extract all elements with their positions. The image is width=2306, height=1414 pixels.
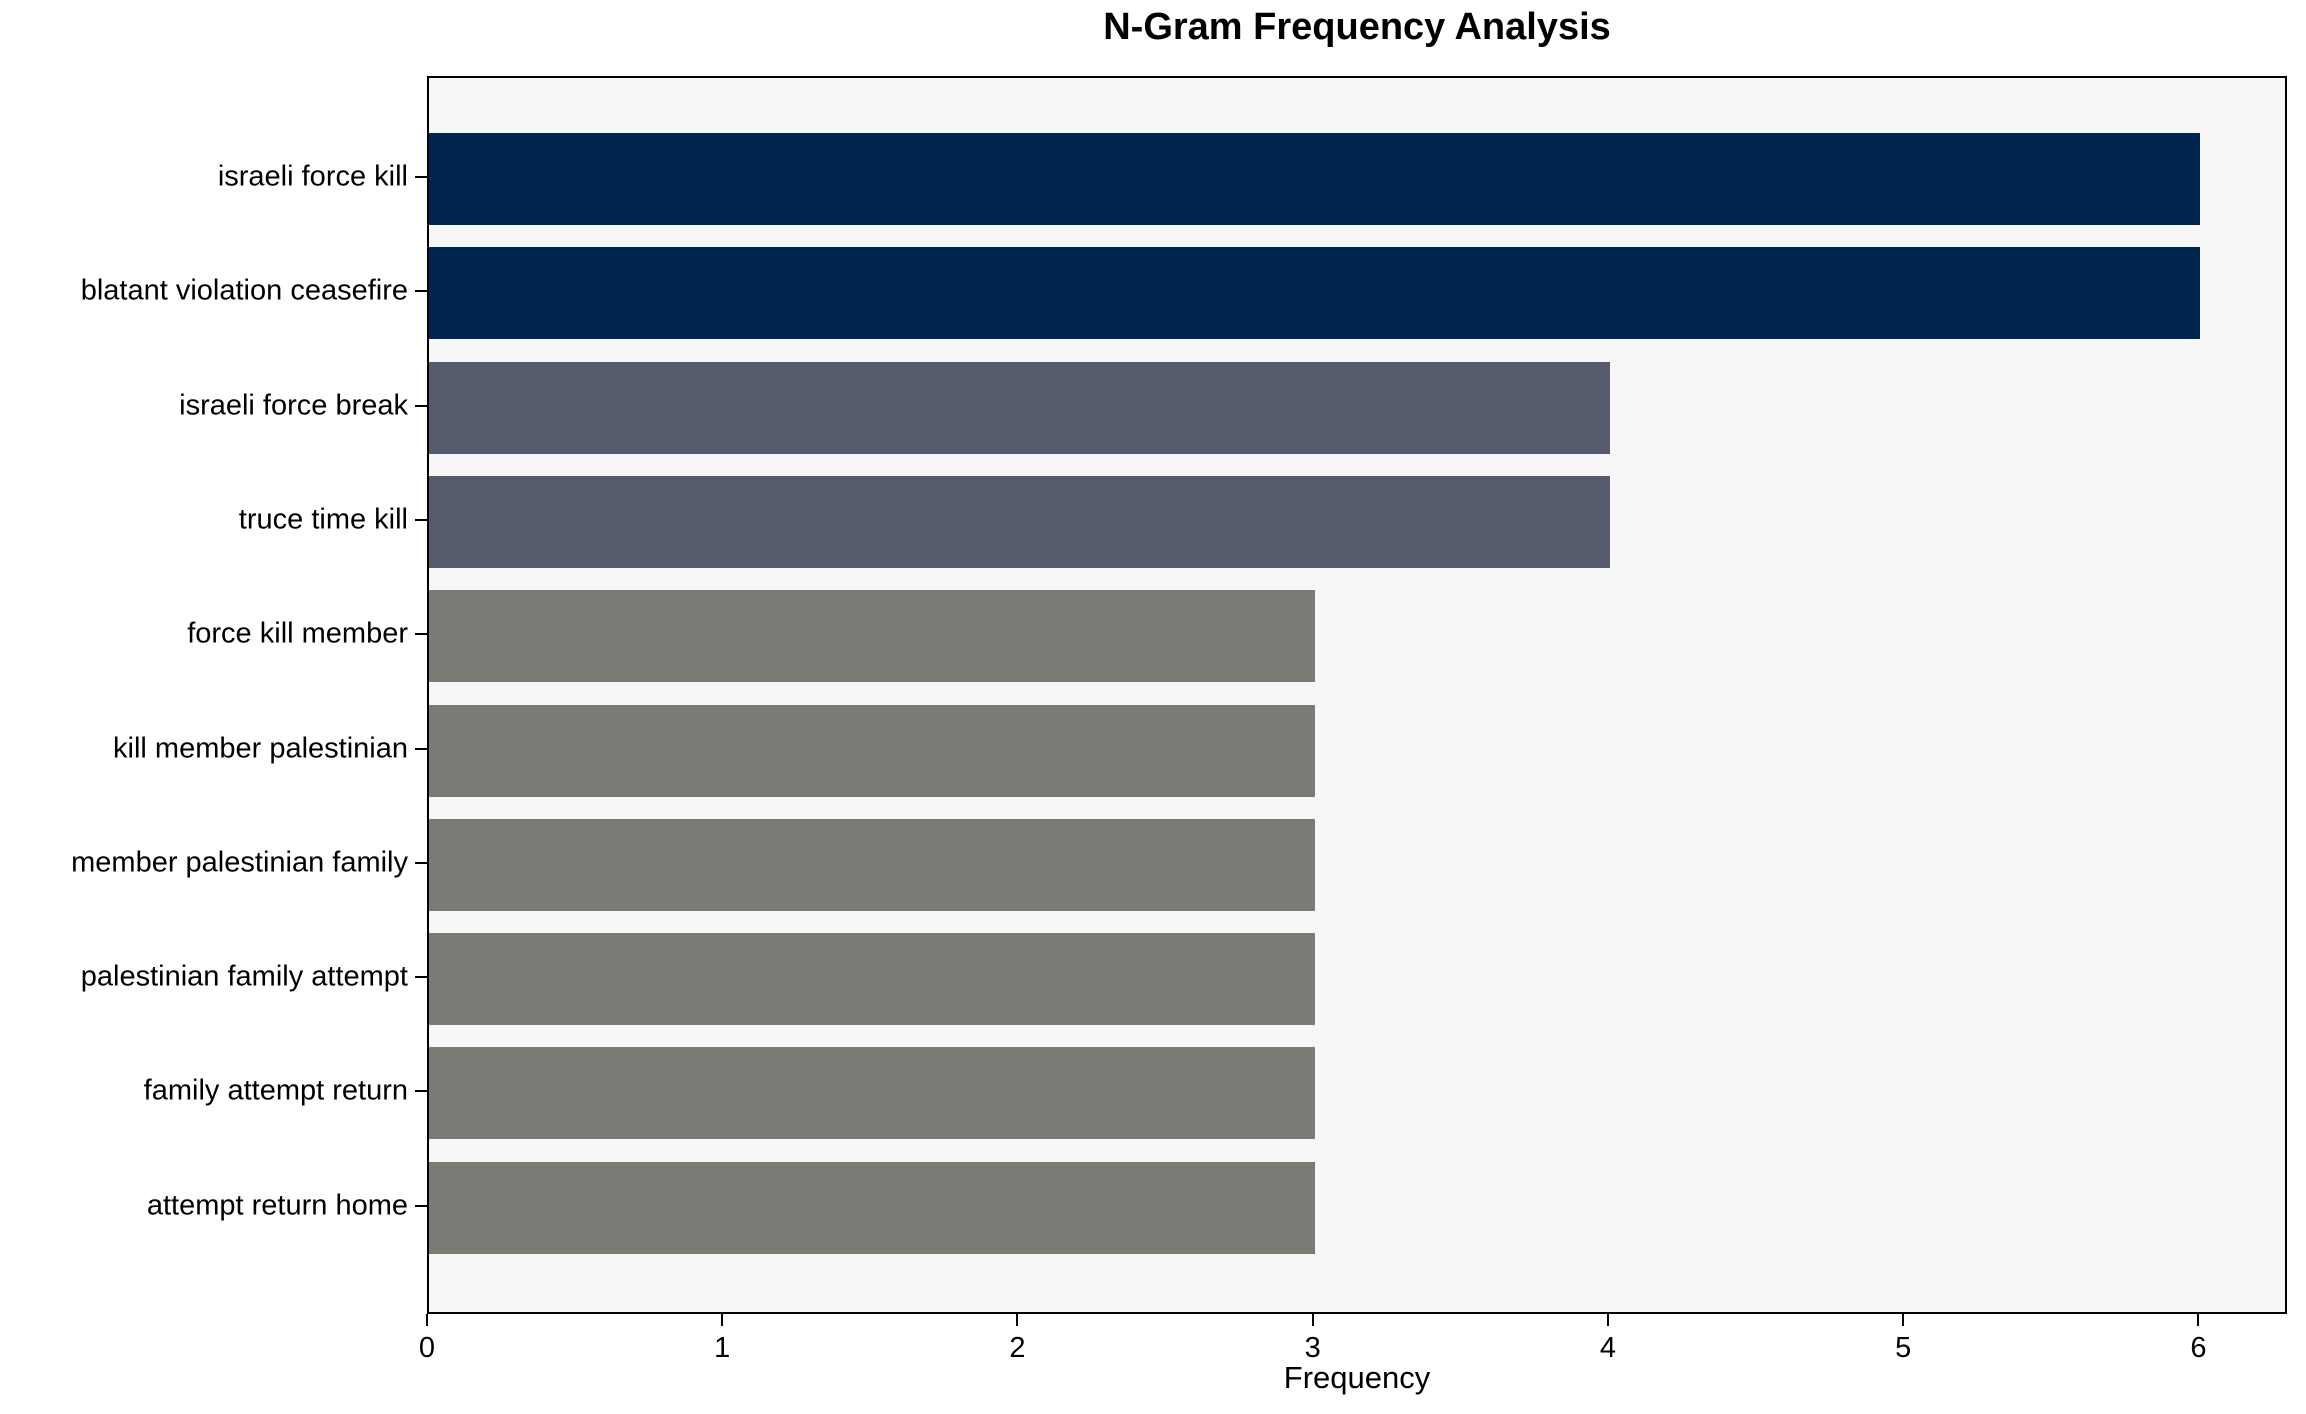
y-tick-mark — [415, 290, 427, 293]
x-tick-label: 4 — [1599, 1332, 1617, 1364]
y-tick-label: israeli force kill — [217, 160, 408, 193]
bar — [429, 818, 1315, 911]
x-tick-mark — [1902, 1314, 1905, 1326]
y-tick-mark — [415, 747, 427, 750]
y-tick-label: blatant violation ceasefire — [80, 274, 408, 307]
y-tick-mark — [415, 176, 427, 178]
y-tick-label: kill member palestinian — [113, 732, 408, 764]
x-tick-mark — [2197, 1314, 2200, 1326]
x-tick-label: 1 — [714, 1332, 731, 1364]
y-tick-label: truce time kill — [238, 503, 408, 536]
y-tick-mark — [415, 404, 427, 407]
x-tick-mark — [1311, 1314, 1314, 1326]
bar — [429, 590, 1315, 683]
plot-area — [427, 76, 2287, 1314]
bar — [429, 475, 1610, 568]
y-tick-label: member palestinian family — [71, 846, 408, 879]
y-tick-mark — [415, 518, 427, 521]
x-tick-mark — [721, 1314, 724, 1326]
y-tick-label: attempt return home — [146, 1189, 408, 1222]
x-tick-mark — [426, 1314, 428, 1326]
y-tick-mark — [415, 976, 427, 979]
chart-title: N-Gram Frequency Analysis — [1103, 6, 1611, 48]
y-tick-label: israeli force break — [179, 389, 408, 422]
bar — [429, 247, 2201, 340]
x-tick-mark — [1016, 1314, 1019, 1326]
y-tick-mark — [415, 861, 427, 864]
bar — [429, 133, 2201, 225]
y-tick-mark — [415, 633, 427, 636]
x-tick-label: 6 — [2190, 1332, 2207, 1364]
bar — [429, 1047, 1315, 1140]
y-tick-mark — [415, 1204, 427, 1207]
y-tick-label: family attempt return — [143, 1074, 408, 1107]
bar — [429, 933, 1315, 1026]
y-tick-label: palestinian family attempt — [80, 960, 408, 993]
bar — [429, 361, 1610, 454]
x-tick-mark — [1606, 1314, 1609, 1326]
y-tick-label: force kill member — [187, 617, 408, 650]
x-axis-label: Frequency — [1283, 1360, 1431, 1395]
y-tick-mark — [415, 1090, 427, 1093]
x-tick-label: 2 — [1009, 1332, 1026, 1364]
bar — [429, 704, 1315, 797]
x-tick-label: 3 — [1304, 1332, 1321, 1364]
x-tick-label: 5 — [1895, 1332, 1912, 1364]
bar — [429, 1161, 1315, 1254]
x-tick-label: 0 — [418, 1332, 436, 1364]
